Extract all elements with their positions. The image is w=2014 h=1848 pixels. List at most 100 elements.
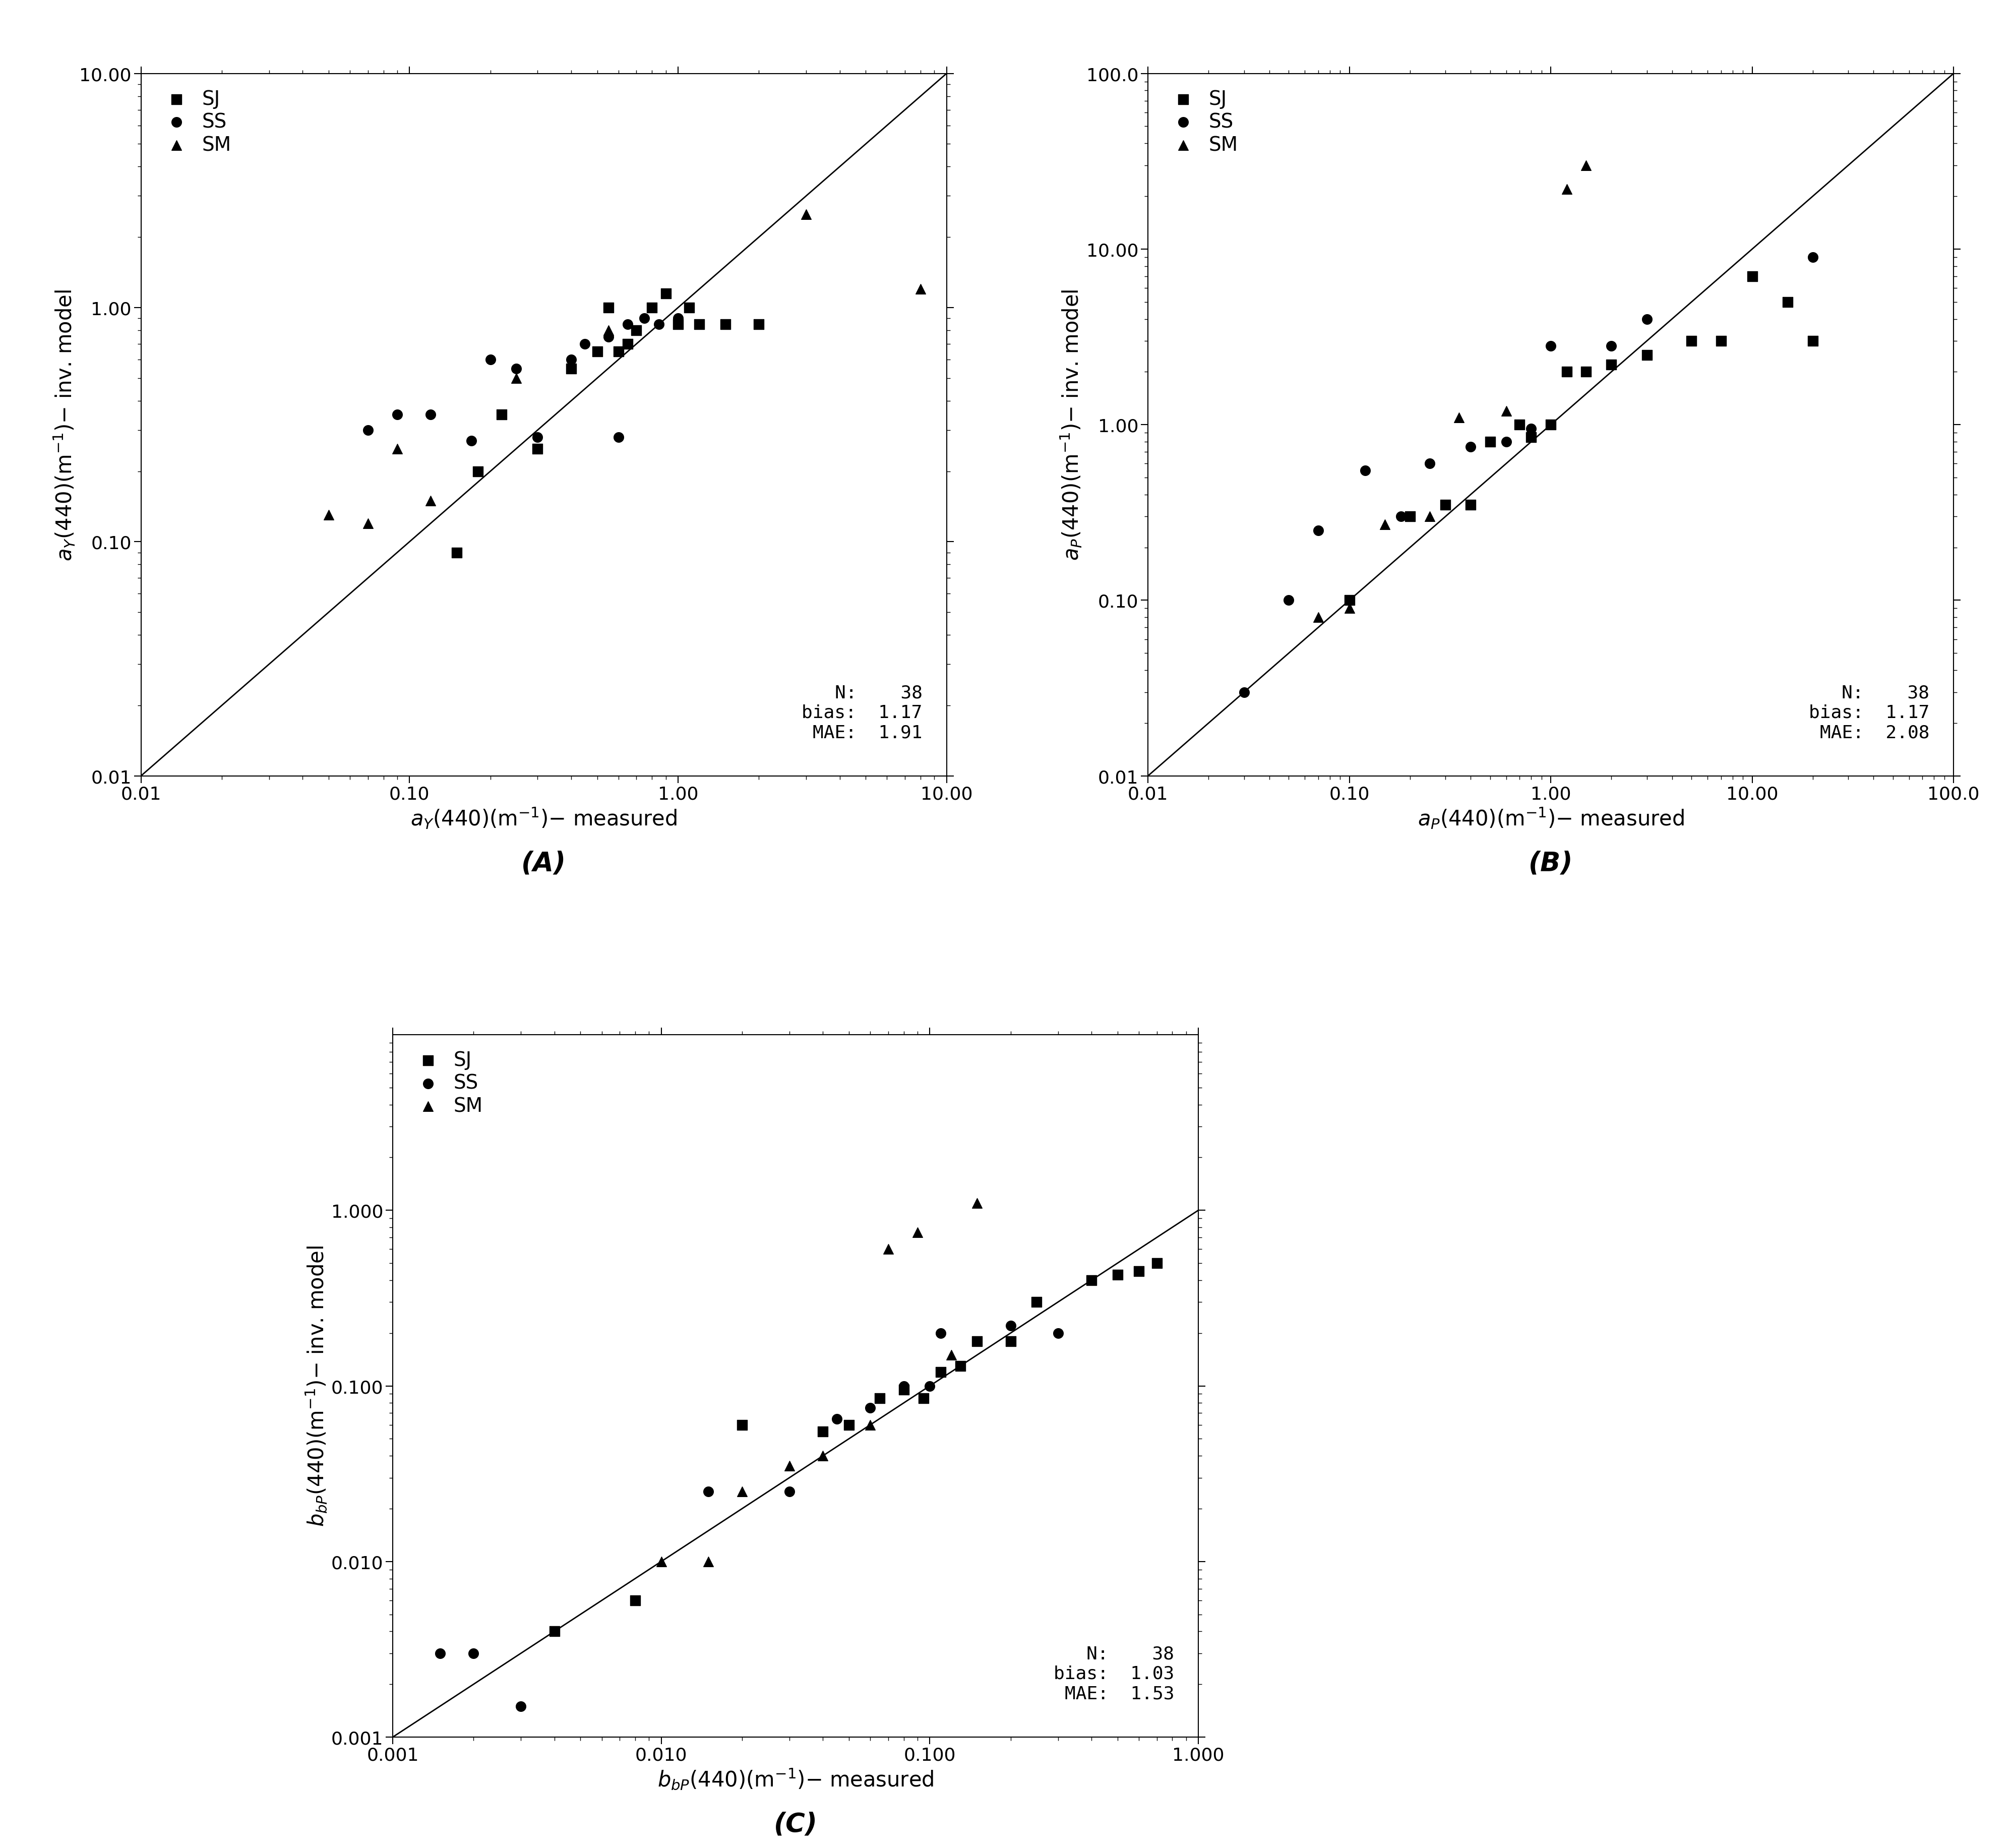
- SS: [612, 310, 644, 340]
- SM: [902, 1218, 934, 1247]
- SS: [1631, 305, 1664, 334]
- SJ: [1796, 327, 1829, 357]
- SJ: [1394, 503, 1426, 532]
- SM: [352, 508, 385, 538]
- SM: [1303, 602, 1335, 632]
- SS: [1490, 427, 1523, 456]
- SJ: [683, 310, 715, 340]
- SJ: [924, 1356, 957, 1386]
- SJ: [1595, 349, 1627, 379]
- SJ: [1021, 1288, 1053, 1318]
- SS: [352, 416, 385, 445]
- SJ: [1504, 410, 1537, 440]
- SJ: [945, 1351, 977, 1380]
- SJ: [602, 336, 634, 366]
- SJ: [725, 1410, 757, 1440]
- SJ: [888, 1375, 920, 1404]
- SS: [1333, 586, 1365, 615]
- SJ: [1551, 357, 1583, 386]
- SM: [725, 1477, 757, 1506]
- SM: [904, 275, 937, 305]
- SS: [995, 1310, 1027, 1340]
- SM: [1333, 593, 1365, 623]
- SS: [663, 303, 695, 333]
- SJ: [1075, 1266, 1108, 1295]
- Text: N:    38
bias:  1.17
MAE:  1.91: N: 38 bias: 1.17 MAE: 1.91: [802, 684, 922, 741]
- SS: [773, 1477, 806, 1506]
- SJ: [618, 1586, 651, 1615]
- SS: [592, 322, 624, 351]
- SS: [415, 399, 447, 429]
- SM: [415, 486, 447, 516]
- SS: [1535, 333, 1567, 362]
- SS: [473, 346, 506, 375]
- SS: [628, 303, 661, 333]
- SM: [1442, 403, 1474, 432]
- SJ: [908, 1384, 941, 1414]
- SS: [888, 1371, 920, 1401]
- SS: [1349, 456, 1382, 486]
- SS: [602, 423, 634, 453]
- SJ: [1102, 1260, 1134, 1290]
- SS: [642, 310, 675, 340]
- X-axis label: $a_P$(440)(m$^{-1}$)$-$ measured: $a_P$(440)(m$^{-1}$)$-$ measured: [1418, 806, 1684, 830]
- SJ: [663, 310, 695, 340]
- SS: [568, 329, 600, 359]
- SJ: [1535, 410, 1567, 440]
- X-axis label: $b_{bP}$(440)(m$^{-1}$)$-$ measured: $b_{bP}$(440)(m$^{-1}$)$-$ measured: [657, 1767, 934, 1791]
- Y-axis label: $b_{bP}$(440)(m$^{-1}$)$-$ inv. model: $b_{bP}$(440)(m$^{-1}$)$-$ inv. model: [304, 1246, 328, 1526]
- SJ: [1706, 327, 1738, 357]
- SJ: [1140, 1249, 1172, 1279]
- SM: [1414, 503, 1446, 532]
- SJ: [461, 456, 493, 486]
- Text: (B): (B): [1529, 850, 1573, 876]
- SM: [934, 1340, 967, 1369]
- SS: [1273, 586, 1305, 615]
- Y-axis label: $a_Y$(440)(m$^{-1}$)$-$ inv. model: $a_Y$(440)(m$^{-1}$)$-$ inv. model: [52, 290, 77, 560]
- SM: [789, 200, 822, 229]
- SS: [1386, 503, 1418, 532]
- SJ: [1430, 490, 1462, 519]
- SM: [854, 1410, 886, 1440]
- SS: [1595, 333, 1627, 362]
- SM: [872, 1234, 904, 1264]
- SJ: [620, 316, 653, 346]
- Text: N:    38
bias:  1.17
MAE:  2.08: N: 38 bias: 1.17 MAE: 2.08: [1809, 684, 1929, 741]
- SS: [693, 1477, 725, 1506]
- SS: [381, 399, 413, 429]
- SJ: [834, 1410, 866, 1440]
- SM: [961, 1188, 993, 1218]
- SJ: [961, 1327, 993, 1356]
- SS: [423, 1639, 455, 1669]
- SJ: [1474, 427, 1506, 456]
- SJ: [1736, 262, 1768, 292]
- SM: [1571, 152, 1603, 181]
- SS: [455, 427, 487, 456]
- SJ: [522, 434, 554, 464]
- Legend: SJ, SS, SM: SJ, SS, SM: [403, 1044, 489, 1122]
- SJ: [1333, 586, 1365, 615]
- Text: N:    38
bias:  1.03
MAE:  1.53: N: 38 bias: 1.03 MAE: 1.53: [1053, 1645, 1174, 1702]
- SM: [499, 364, 532, 394]
- SJ: [441, 538, 473, 567]
- SS: [1229, 678, 1261, 708]
- SS: [522, 423, 554, 453]
- SJ: [485, 399, 518, 429]
- SS: [1796, 242, 1829, 272]
- SJ: [651, 279, 683, 309]
- SJ: [673, 294, 705, 323]
- SS: [457, 1639, 489, 1669]
- SM: [808, 1441, 840, 1471]
- X-axis label: $a_Y$(440)(m$^{-1}$)$-$ measured: $a_Y$(440)(m$^{-1}$)$-$ measured: [411, 806, 677, 830]
- Y-axis label: $a_P$(440)(m$^{-1}$)$-$ inv. model: $a_P$(440)(m$^{-1}$)$-$ inv. model: [1059, 290, 1084, 560]
- SJ: [1772, 288, 1805, 318]
- SS: [499, 355, 532, 384]
- SS: [924, 1318, 957, 1347]
- SS: [1041, 1318, 1073, 1347]
- SM: [461, 456, 493, 486]
- SM: [1370, 510, 1402, 540]
- SM: [556, 355, 588, 384]
- SM: [592, 316, 624, 346]
- SS: [820, 1404, 852, 1434]
- SS: [1454, 432, 1486, 462]
